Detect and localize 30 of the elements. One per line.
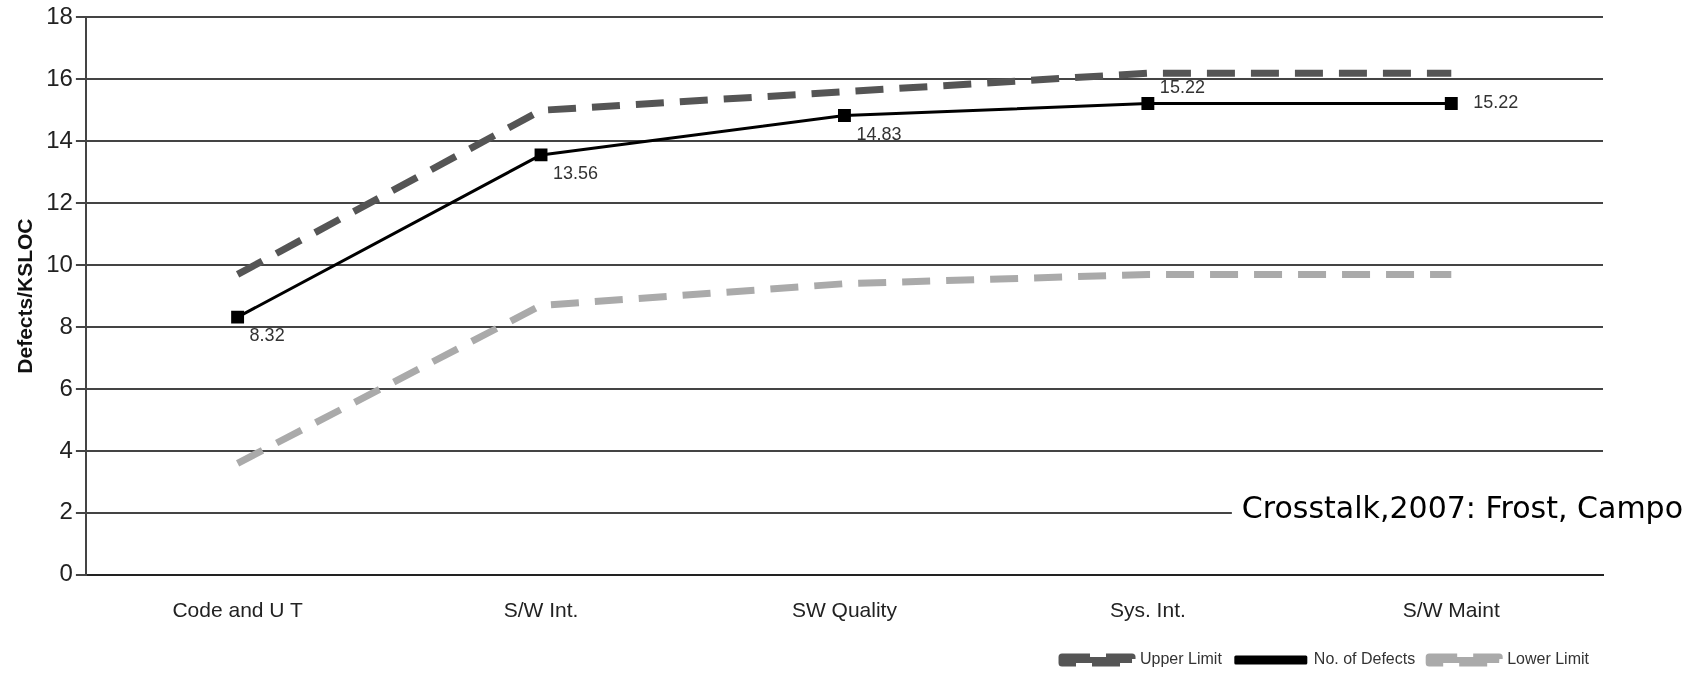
y-axis-title: Defects/KSLOC bbox=[13, 218, 37, 374]
legend-label: Lower Limit bbox=[1507, 650, 1590, 668]
x-tick-label: S/W Maint bbox=[1402, 598, 1500, 622]
data-label: 15.22 bbox=[1159, 77, 1205, 98]
y-tick-label: 14 bbox=[46, 125, 73, 153]
legend-label: Upper Limit bbox=[1140, 650, 1223, 668]
y-tick-label: 2 bbox=[59, 497, 73, 525]
y-tick-label: 6 bbox=[59, 373, 73, 401]
data-label: 13.56 bbox=[553, 162, 599, 183]
y-tick-label: 18 bbox=[46, 2, 73, 30]
point bbox=[1141, 97, 1155, 110]
x-tick-label: S/W Int. bbox=[503, 598, 579, 622]
point bbox=[1444, 97, 1458, 110]
y-tick-label: 4 bbox=[59, 435, 73, 463]
y-tick-label: 8 bbox=[59, 311, 73, 339]
y-tick-label: 10 bbox=[46, 249, 73, 277]
x-tick-label: Code and U T bbox=[172, 598, 303, 622]
data-label: 8.32 bbox=[249, 325, 285, 346]
point bbox=[534, 148, 548, 162]
data-label: 15.22 bbox=[1473, 92, 1519, 113]
point bbox=[838, 109, 851, 123]
x-tick-label: SW Quality bbox=[791, 598, 898, 622]
x-tick-label: Sys. Int. bbox=[1109, 598, 1186, 622]
y-tick-label: 16 bbox=[46, 63, 73, 91]
y-tick-label: 12 bbox=[46, 187, 73, 215]
point bbox=[231, 310, 245, 324]
y-tick-label: 0 bbox=[59, 559, 73, 587]
data-label: 14.83 bbox=[856, 123, 902, 144]
annotation: Crosstalk,2007: Frost, Campo bbox=[1241, 489, 1683, 525]
legend-label: No. of Defects bbox=[1313, 650, 1416, 668]
